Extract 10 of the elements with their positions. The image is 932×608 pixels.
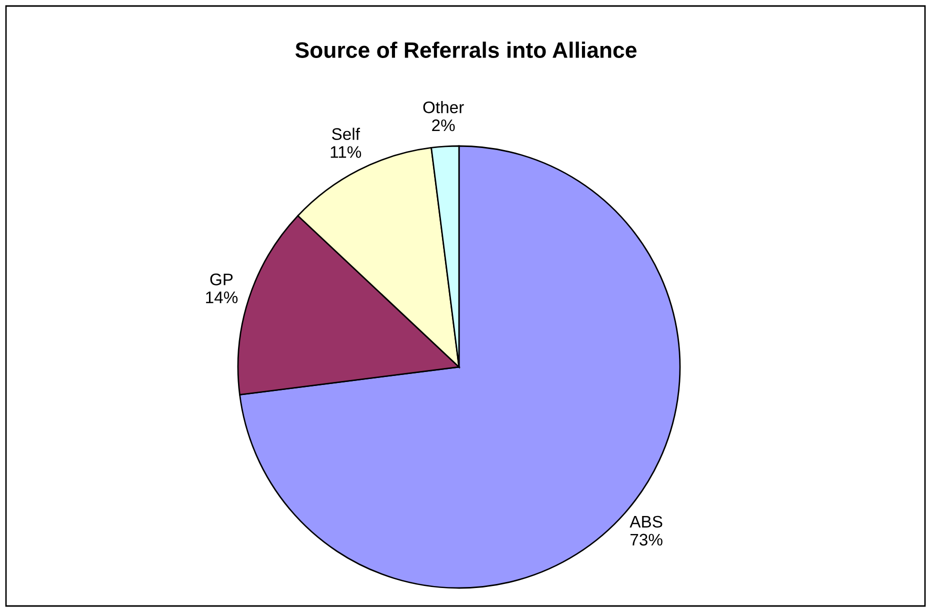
slice-label: ABS	[630, 516, 662, 528]
chart-title: Source of Referrals into Alliance	[295, 42, 636, 58]
data-label: 14%	[206, 292, 238, 304]
data-label: 73%	[630, 534, 662, 546]
slice-label: GP	[210, 274, 233, 286]
slice-label: Other	[423, 101, 464, 114]
slice-label: Self	[332, 128, 360, 140]
pie-slice	[239, 145, 681, 589]
data-label: 2%	[432, 119, 455, 132]
data-label: 11%	[330, 146, 362, 158]
